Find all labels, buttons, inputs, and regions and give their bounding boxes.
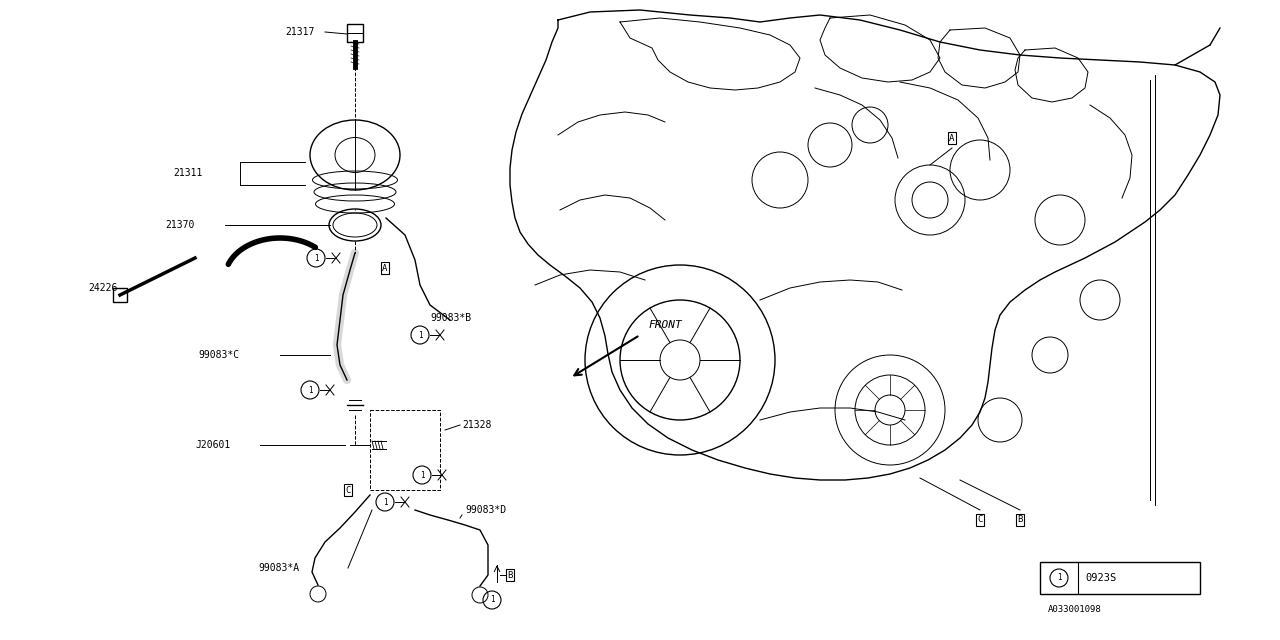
Text: B: B: [1018, 515, 1023, 525]
Text: 99083*A: 99083*A: [259, 563, 300, 573]
Text: C: C: [346, 486, 351, 495]
Bar: [1039, 562, 1201, 594]
Text: 1: 1: [420, 470, 424, 479]
Text: 1: 1: [307, 385, 312, 394]
Bar: [370, 410, 440, 490]
Text: 21311: 21311: [173, 168, 202, 178]
Text: 21370: 21370: [165, 220, 195, 230]
Text: C: C: [978, 515, 983, 525]
Text: 1: 1: [314, 253, 319, 262]
Text: 21317: 21317: [285, 27, 315, 37]
Bar: [347, 24, 364, 42]
Text: 1: 1: [490, 595, 494, 605]
Text: 99083*C: 99083*C: [198, 350, 239, 360]
Bar: [113, 288, 127, 302]
Text: A: A: [383, 264, 388, 273]
Text: 99083*D: 99083*D: [465, 505, 506, 515]
Text: 99083*B: 99083*B: [430, 313, 471, 323]
Text: 1: 1: [383, 497, 388, 506]
Text: 1: 1: [1057, 573, 1061, 582]
Text: J20601: J20601: [195, 440, 230, 450]
Text: 0923S: 0923S: [1085, 573, 1116, 583]
Text: 21328: 21328: [462, 420, 492, 430]
Text: FRONT: FRONT: [648, 320, 682, 330]
Text: A: A: [950, 134, 955, 143]
Text: A033001098: A033001098: [1048, 605, 1102, 614]
Text: 24226: 24226: [88, 283, 118, 293]
Text: B: B: [507, 570, 513, 579]
Text: 1: 1: [417, 330, 422, 339]
